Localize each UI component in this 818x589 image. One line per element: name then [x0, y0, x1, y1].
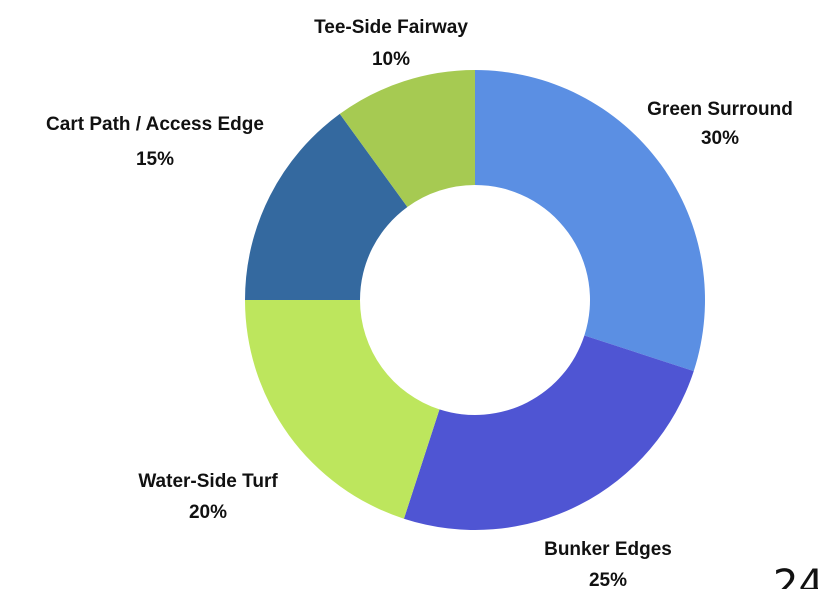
- slice-bunker-edges: [403, 335, 694, 530]
- slice-green-surround: [475, 70, 705, 372]
- slice-cart-path-access-edge: [245, 113, 408, 301]
- slice-label: Bunker Edges: [544, 539, 672, 560]
- slice-percent-label: 15%: [136, 149, 174, 170]
- slice-percent-label: 10%: [372, 49, 410, 70]
- page-number: 24: [773, 562, 818, 589]
- slice-label: Green Surround: [647, 99, 793, 120]
- slice-tee-side-fairway: [339, 70, 475, 207]
- slice-label: Tee-Side Fairway: [314, 17, 468, 38]
- slice-label: Cart Path / Access Edge: [46, 114, 264, 135]
- slice-percent-label: 20%: [189, 502, 227, 523]
- slice-label: Water-Side Turf: [138, 471, 278, 492]
- labels-layer: Green Surround 30% Bunker Edges 25% Water-Si…: [46, 17, 793, 589]
- slices-layer: [245, 70, 705, 530]
- slice-percent-label: 25%: [589, 570, 627, 589]
- slice-water-side-turf: [245, 300, 440, 519]
- slice-percent-label: 30%: [701, 128, 739, 149]
